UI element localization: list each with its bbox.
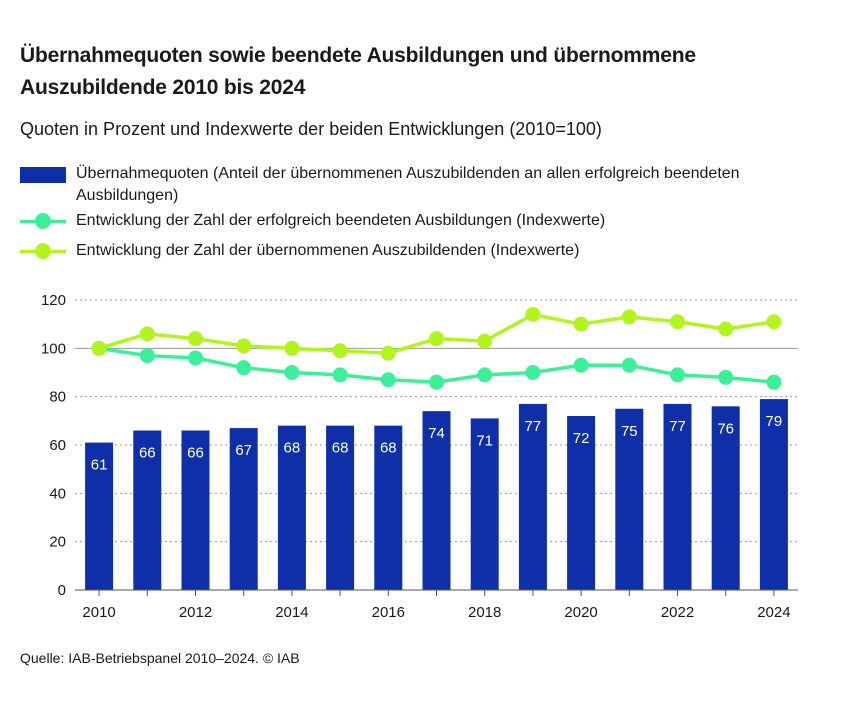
x-tick-label: 2016 <box>372 604 405 621</box>
bar-value-label: 66 <box>139 445 156 462</box>
x-tick-label: 2018 <box>468 604 501 621</box>
series-point <box>477 333 493 349</box>
series-point <box>188 350 203 366</box>
bar-value-label: 79 <box>766 413 783 430</box>
bar <box>759 399 788 590</box>
bar <box>663 403 692 590</box>
y-tick-label: 80 <box>49 389 66 406</box>
series-point <box>429 374 444 390</box>
bar-value-label: 77 <box>525 418 542 435</box>
bar-value-label: 67 <box>235 442 252 459</box>
series-point <box>284 365 300 380</box>
x-tick-label: 2020 <box>564 604 597 621</box>
y-tick-label: 120 <box>41 292 66 309</box>
bar-value-label: 71 <box>476 432 493 449</box>
series-point <box>332 343 348 359</box>
series-point <box>766 374 782 390</box>
bar <box>277 425 306 590</box>
series-point <box>718 321 734 337</box>
series-point <box>670 367 685 383</box>
bar <box>326 425 355 590</box>
series-point <box>188 331 203 347</box>
series-point <box>236 360 252 376</box>
series-point <box>380 345 396 361</box>
x-tick-label: 2014 <box>275 604 308 621</box>
bar <box>615 408 644 590</box>
series-point <box>525 307 541 322</box>
y-tick-label: 20 <box>49 534 66 551</box>
x-tick-label: 2010 <box>82 604 115 621</box>
series-point <box>621 309 637 325</box>
y-tick-label: 60 <box>49 437 66 454</box>
bar-value-label: 68 <box>284 440 301 457</box>
bar <box>470 418 499 590</box>
series-point <box>621 357 637 373</box>
series-point <box>139 326 155 342</box>
bar <box>374 425 403 590</box>
bar <box>711 406 740 590</box>
legend-item-bars: Übernahmequoten (Anteil der übernommenen… <box>20 163 766 207</box>
x-tick-label: 2012 <box>179 604 212 621</box>
bar-value-label: 68 <box>332 440 349 457</box>
x-tick-label: 2024 <box>757 604 790 621</box>
source-note: Quelle: IAB-Betriebspanel 2010–2024. © I… <box>20 650 300 666</box>
y-tick-label: 0 <box>58 582 66 599</box>
legend-item-beendete: Entwicklung der Zahl der erfolgreich bee… <box>20 210 766 232</box>
series-point <box>573 357 589 373</box>
chart-title: Übernahmequoten sowie beendete Ausbildun… <box>20 44 696 99</box>
bar-value-label: 66 <box>187 445 204 462</box>
series-point <box>525 365 541 380</box>
series-point <box>139 348 155 364</box>
series-point <box>380 372 396 388</box>
bar <box>229 428 258 590</box>
bar <box>567 416 596 590</box>
series-point <box>284 340 300 356</box>
bar <box>518 403 547 590</box>
legend-line-swatch-uebernommene <box>20 240 68 262</box>
series-point <box>718 369 734 385</box>
series-point <box>670 314 685 330</box>
legend-item-uebernommene: Entwicklung der Zahl der übernommenen Au… <box>20 240 766 262</box>
bar-value-label: 74 <box>428 425 445 442</box>
series-point <box>573 316 589 332</box>
y-tick-label: 100 <box>41 340 66 357</box>
legend-label-bars: Übernahmequoten (Anteil der übernommenen… <box>76 165 740 204</box>
legend-label-beendete: Entwicklung der Zahl der erfolgreich bee… <box>76 212 606 229</box>
bar <box>85 442 114 590</box>
bar <box>422 411 451 590</box>
bar-value-label: 75 <box>621 423 638 440</box>
bar-value-label: 61 <box>91 457 108 474</box>
bar-value-label: 77 <box>669 418 686 435</box>
x-tick-label: 2022 <box>661 604 694 621</box>
series-point <box>236 338 252 354</box>
legend-bar-swatch <box>20 163 68 185</box>
legend-line-swatch-beendete <box>20 210 68 232</box>
series-point <box>332 367 348 383</box>
series-point <box>429 331 444 347</box>
bar-value-label: 76 <box>717 420 734 437</box>
legend-label-uebernommene: Entwicklung der Zahl der übernommenen Au… <box>76 242 580 259</box>
bar <box>133 430 162 590</box>
series-point <box>477 367 493 383</box>
bar-value-label: 72 <box>573 430 590 447</box>
y-tick-label: 40 <box>49 485 66 502</box>
series-point <box>91 340 107 356</box>
chart-subtitle: Quoten in Prozent und Indexwerte der bei… <box>20 119 602 139</box>
bar-value-label: 68 <box>380 440 397 457</box>
bar <box>181 430 210 590</box>
series-point <box>766 314 782 330</box>
